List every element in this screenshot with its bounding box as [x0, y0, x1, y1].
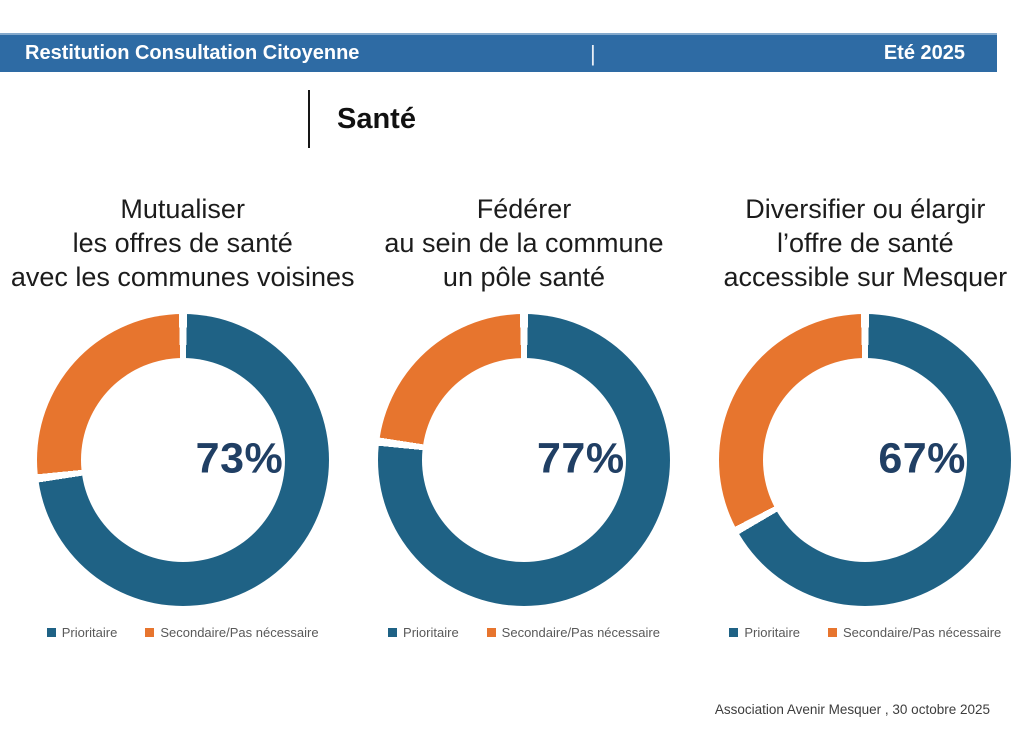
donut-center-value: 73% — [195, 434, 284, 483]
chart-title: Diversifier ou élargir l’offre de santé … — [724, 192, 1008, 304]
legend-marker-prioritaire — [46, 628, 56, 637]
chart-legend: Prioritaire Secondaire/Pas nécessaire — [729, 625, 1001, 640]
legend-item-prioritaire: Prioritaire — [46, 625, 118, 640]
legend-item-prioritaire: Prioritaire — [388, 625, 459, 640]
chart-title-line: accessible sur Mesquer — [723, 262, 1008, 292]
donut-wrap: 67% — [719, 314, 1012, 606]
legend-label: Secondaire/Pas nécessaire — [501, 625, 660, 640]
header-title: Restitution Consultation Citoyenne — [25, 42, 360, 64]
legend-marker-secondaire — [828, 628, 837, 637]
donut-ring: 73% — [36, 314, 329, 606]
donut-chart-diversifier: Diversifier ou élargir l’offre de santé … — [695, 192, 1024, 640]
donut-chart-mutualiser: Mutualiser les offres de santé avec les … — [11, 192, 355, 640]
legend-marker-secondaire — [145, 628, 155, 637]
charts-row: Mutualiser les offres de santé avec les … — [11, 192, 1024, 640]
chart-title-line: un pôle santé — [442, 262, 606, 292]
legend-label: Prioritaire — [61, 625, 118, 640]
legend-item-secondaire: Secondaire/Pas nécessaire — [828, 625, 1001, 640]
donut-center-value: 67% — [878, 434, 966, 483]
footer-credit: Association Avenir Mesquer , 30 octobre … — [714, 702, 990, 717]
legend-marker-prioritaire — [388, 628, 398, 637]
chart-title-line: au sein de la commune — [384, 228, 664, 258]
section-title-rule — [308, 90, 310, 148]
chart-legend: Prioritaire Secondaire/Pas nécessaire — [46, 625, 319, 640]
legend-label: Secondaire/Pas nécessaire — [843, 625, 1002, 640]
legend-label: Secondaire/Pas nécessaire — [160, 625, 319, 640]
legend-item-secondaire: Secondaire/Pas nécessaire — [145, 625, 319, 640]
chart-legend: Prioritaire Secondaire/Pas nécessaire — [388, 625, 660, 640]
legend-item-secondaire: Secondaire/Pas nécessaire — [486, 625, 660, 640]
donut-wrap: 77% — [377, 314, 670, 606]
donut-center-value: 77% — [536, 434, 625, 483]
donut-ring: 67% — [719, 314, 1012, 606]
donut-chart-federer: Fédérer au sein de la commune un pôle sa… — [353, 192, 694, 640]
header-bar: Restitution Consultation Citoyenne | Eté… — [0, 33, 997, 72]
legend-item-prioritaire: Prioritaire — [729, 625, 800, 640]
chart-title: Mutualiser les offres de santé avec les … — [11, 192, 355, 304]
chart-title-line: Mutualiser — [120, 194, 245, 224]
chart-title-line: Fédérer — [476, 194, 572, 224]
legend-marker-prioritaire — [729, 628, 739, 637]
section-title-block: Santé — [308, 90, 416, 148]
chart-title-line: avec les communes voisines — [10, 262, 355, 292]
chart-title: Fédérer au sein de la commune un pôle sa… — [384, 192, 663, 304]
chart-title-line: l’offre de santé — [777, 228, 954, 258]
header-separator: | — [590, 40, 596, 66]
legend-label: Prioritaire — [403, 625, 459, 640]
donut-ring: 77% — [377, 314, 670, 606]
legend-marker-secondaire — [486, 628, 496, 637]
header-period: Eté 2025 — [883, 42, 965, 64]
donut-wrap: 73% — [36, 314, 329, 606]
chart-title-line: Diversifier ou élargir — [745, 194, 986, 224]
chart-title-line: les offres de santé — [72, 228, 293, 258]
legend-label: Prioritaire — [744, 625, 800, 640]
section-title: Santé — [337, 102, 416, 135]
